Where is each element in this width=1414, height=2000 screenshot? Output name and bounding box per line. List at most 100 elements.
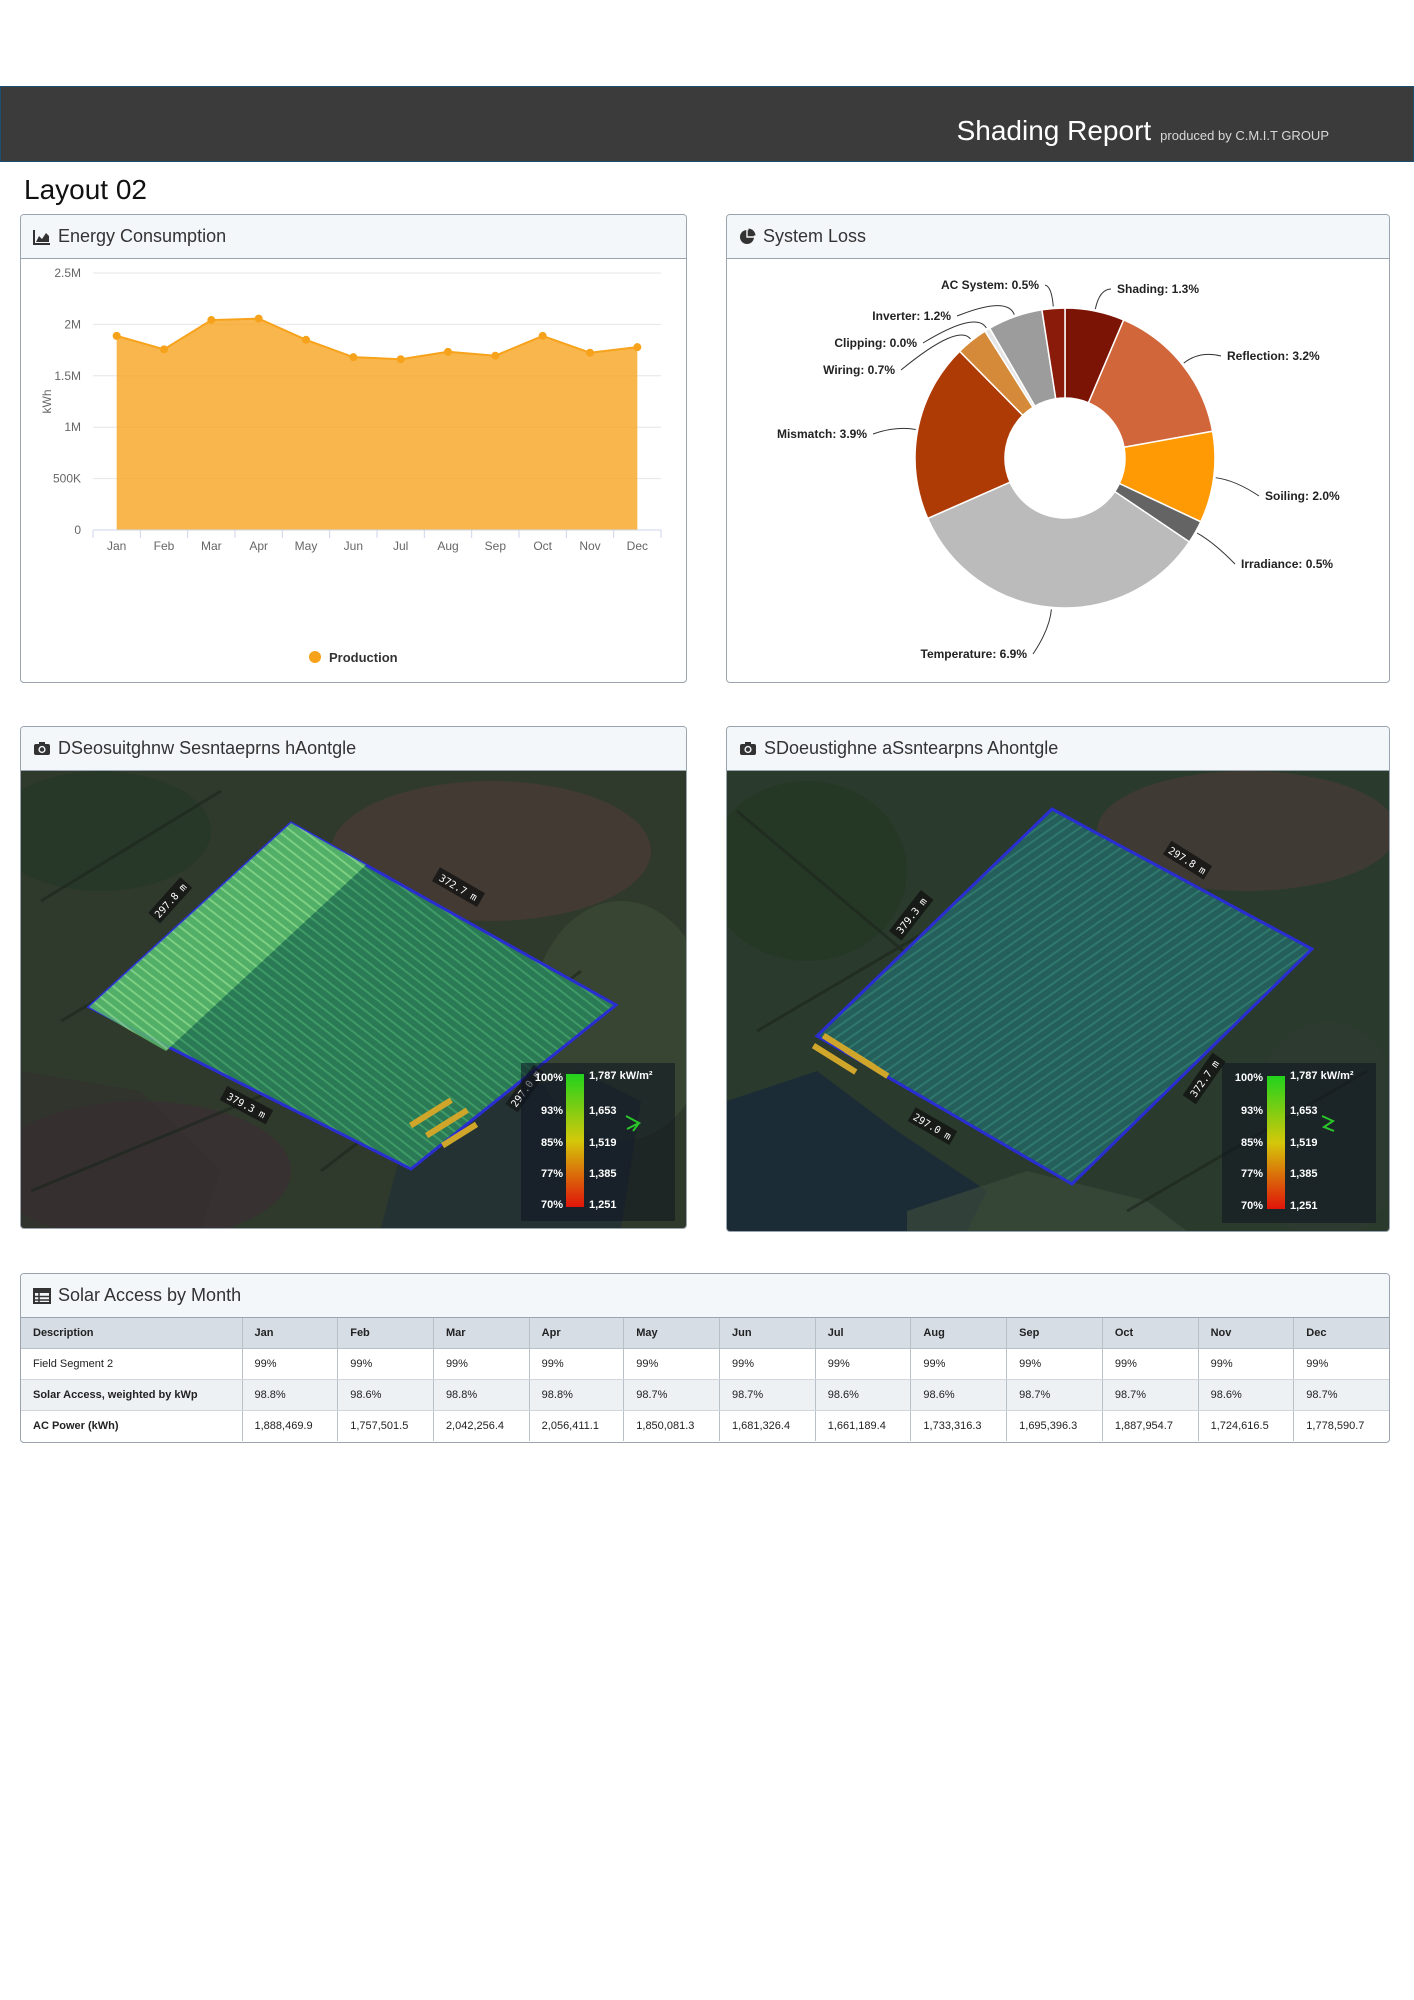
data-point-apr [254,314,263,323]
legend-value: 1,653 [1290,1105,1318,1117]
leader-line [1215,477,1260,497]
data-point-aug [444,347,452,356]
panel-title: System Loss [763,226,867,246]
legend-percent: 70% [1241,1200,1263,1212]
legend-percent: 93% [541,1105,563,1117]
table-cell: 99% [529,1348,625,1380]
header-title-group: Shading Report produced by C.M.I.T GROUP [957,115,1329,147]
table-cell: 99% [242,1348,339,1380]
x-tick-label: May [295,539,318,553]
row-label: Field Segment 2 [21,1348,243,1380]
panel-title: SDoeustighne aSsntearpns Ahontgle [764,738,1059,758]
table-cell: 98.7% [719,1379,816,1411]
panel-header: Energy Consumption [21,215,686,259]
table-cell: 99% [719,1348,816,1380]
leader-line [1044,284,1054,307]
color-ramp [566,1074,584,1207]
slice-reflection [1087,318,1214,449]
table-cell: 99% [1293,1348,1389,1380]
x-tick-label: Jan [107,539,126,553]
column-header: Jan [242,1318,339,1349]
panel-header: DSeosuitghnw Sesntaeprns hAontgle [21,727,686,771]
table-cell: 98.7% [1006,1379,1103,1411]
panel-header: Solar Access by Month [21,1274,1389,1318]
slice-label: Mismatch: 3.9% [777,427,867,441]
leader-line [1032,609,1052,655]
energy-consumption-panel: Energy Consumption 0 500K 1M 1.5M 2M 2.5M kWh J… [20,214,687,683]
table-row: Solar Access, weighted by kWp 98.8% 98.6% 9… [21,1379,1389,1411]
data-point-jun [349,353,358,362]
table-header-row: Description Jan Feb Mar Apr May Jun Jul Aug Sep Oc… [21,1318,1389,1349]
data-point-oct [538,331,547,340]
column-header: Description [21,1318,243,1349]
y-tick-label: 2M [64,317,81,331]
table-cell: 98.7% [1293,1379,1389,1411]
row-label: AC Power (kWh) [21,1410,243,1441]
row-label: Solar Access, weighted by kWp [21,1379,243,1411]
data-point-jan [112,331,121,340]
table-cell: 99% [1102,1348,1199,1380]
legend-percent: 77% [1241,1168,1263,1180]
legend-percent: 70% [541,1199,563,1211]
table-cell: 98.7% [623,1379,720,1411]
x-tick-label: Aug [437,539,458,553]
table-cell: 1,695,396.3 [1006,1410,1103,1441]
column-header: Jun [719,1318,816,1349]
pie-chart-icon [740,228,756,244]
color-ramp [1267,1076,1285,1209]
satellite-shading-image-2: 297.8 m 379.3 m 372.7 m 297.0 m 100% 93%… [727,771,1389,1231]
data-point-may [302,335,310,344]
panel-header: System Loss [727,215,1389,259]
table-cell: 98.8% [242,1379,339,1411]
column-header: Mar [433,1318,530,1349]
slice-label: Wiring: 0.7% [823,363,895,377]
x-tick-label: Jul [393,539,408,553]
legend-percent: 85% [541,1137,563,1149]
table-cell: 1,778,590.7 [1306,1419,1365,1432]
legend-unit-label: 1,787 kW/m² [589,1070,653,1082]
shaded-rows [811,1032,890,1079]
table-row: Field Segment 2 99% 99% 99% 99% 99% 99% 99% 99% 9… [21,1348,1389,1380]
column-header: Feb [337,1318,434,1349]
column-header: Jul [815,1318,912,1349]
table-row: AC Power (kWh) 1,888,469.9 1,757,501.5 2,04… [21,1410,1389,1441]
y-tick-label: 2.5M [54,266,81,280]
layout-title: Layout 02 [24,174,147,205]
camera-icon [34,742,50,755]
table-cell: 99% [433,1348,530,1380]
table-cell: 99% [1198,1348,1295,1380]
table-cell: 98.6% [337,1379,434,1411]
slice-label: AC System: 0.5% [941,278,1039,292]
slice-mismatch [914,350,1024,520]
leader-line [956,305,1015,317]
legend-label: Production [329,650,398,665]
system-loss-panel: System Loss Shading: 1.3% Reflection: 3.2… [726,214,1390,683]
table-cell: 2,042,256.4 [433,1410,530,1441]
x-tick-label: Mar [201,539,222,553]
table-cell: 98.6% [815,1379,912,1411]
data-point-dec [633,343,642,352]
satellite-shading-image-1: 297.8 m 372.7 m 379.3 m 297.0 m 100% 93%… [21,771,686,1228]
table-cell: 98.8% [529,1379,625,1411]
shading-image-panel-2: SDoeustighne aSsntearpns Ahontgle [726,726,1390,1232]
slice-label: Irradiance: 0.5% [1241,557,1333,571]
y-axis-label: kWh [40,390,54,414]
panel-title: Solar Access by Month [58,1285,242,1305]
camera-icon [740,742,756,755]
x-tick-label: Sep [485,539,507,553]
legend-percent: 85% [1241,1137,1263,1149]
table-cell: 99% [910,1348,1008,1380]
column-header: Dec [1293,1318,1389,1349]
report-header: Shading Report produced by C.M.I.T GROUP [0,86,1414,162]
system-loss-donut-chart: Shading: 1.3% Reflection: 3.2% Soiling: 2.… [777,278,1340,661]
irradiance-legend: 100% 93% 85% 77% 70% 1,787 kW/m² 1,653 1… [1222,1063,1376,1223]
energy-area-chart: 0 500K 1M 1.5M 2M 2.5M kWh Jan Feb Mar Apr May Jun Ju… [40,266,662,665]
data-point-mar [207,316,216,325]
leader-line [900,334,971,371]
table-cell: 99% [623,1348,720,1380]
table-cell: 98.7% [1102,1379,1199,1411]
data-point-jul [396,355,405,364]
shaded-rows [408,1097,479,1149]
legend-value: 1,385 [589,1168,617,1180]
table-cell: 1,733,316.3 [910,1410,1008,1441]
